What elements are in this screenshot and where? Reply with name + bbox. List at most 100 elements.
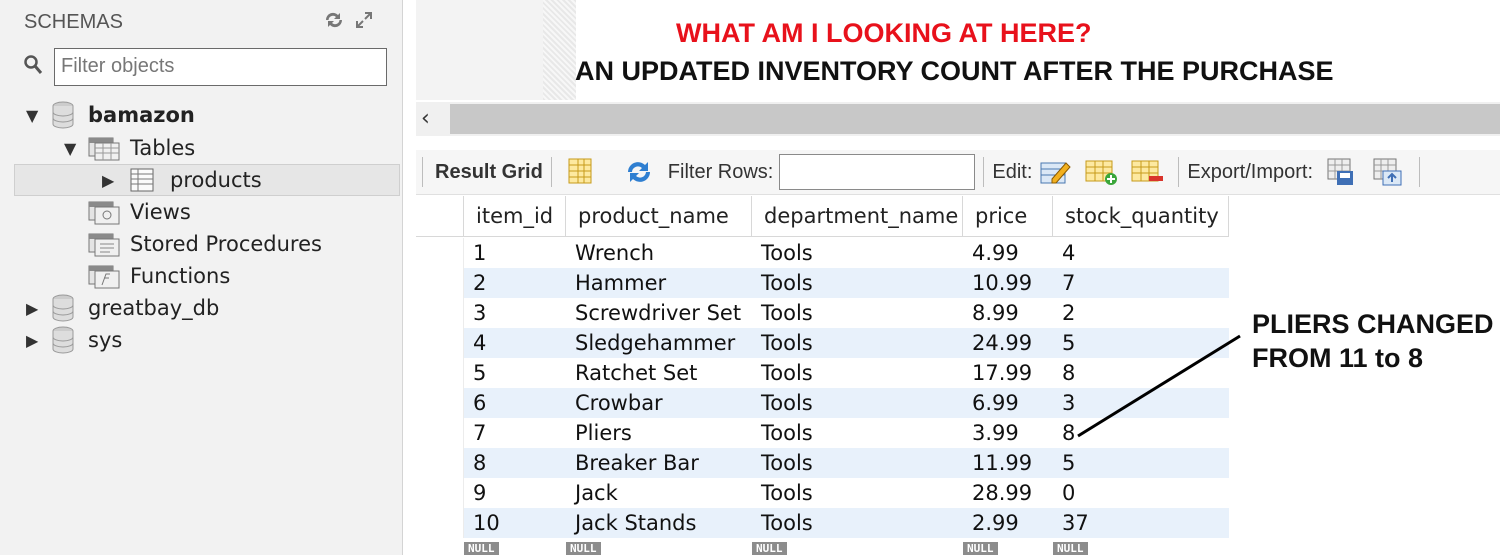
row-selector[interactable] — [416, 418, 464, 448]
cell-stock-quantity[interactable]: 8 — [1062, 361, 1076, 385]
table-row[interactable]: 4 Sledgehammer Tools 24.99 5 — [416, 328, 1229, 358]
tree-item-greatbay-db[interactable]: ▶ greatbay_db — [26, 293, 219, 323]
cell-price[interactable]: 8.99 — [972, 301, 1019, 325]
tree-item-stored-procedures[interactable]: Stored Procedures — [88, 229, 322, 259]
cell-price[interactable]: 4.99 — [972, 241, 1019, 265]
cell-product-name[interactable]: Pliers — [575, 421, 632, 445]
cell-item-id[interactable]: 10 — [464, 508, 566, 538]
table-row[interactable]: 10 Jack Stands Tools 2.99 37 — [416, 508, 1229, 538]
row-selector[interactable] — [416, 388, 464, 418]
cell-product-name[interactable]: Crowbar — [566, 388, 752, 418]
cell-item-id[interactable]: 7 — [473, 421, 487, 445]
cell-product-name[interactable]: Screwdriver Set — [575, 301, 742, 325]
cell-stock-quantity[interactable]: 4 — [1062, 241, 1076, 265]
cell-price[interactable]: 24.99 — [963, 328, 1053, 358]
cell-department-name[interactable]: Tools — [761, 301, 813, 325]
tree-item-sys[interactable]: ▶ sys — [26, 325, 122, 355]
cell-product-name[interactable]: Breaker Bar — [566, 448, 752, 478]
cell-department-name[interactable]: Tools — [761, 241, 813, 265]
collapse-triangle-icon[interactable]: ▼ — [64, 138, 77, 158]
filter-objects-input[interactable]: Filter objects — [54, 48, 387, 86]
column-header[interactable]: product_name — [566, 196, 752, 236]
table-row[interactable]: 5 Ratchet Set Tools 17.99 8 — [416, 358, 1229, 388]
table-row[interactable]: 6 Crowbar Tools 6.99 3 — [416, 388, 1229, 418]
tree-item-functions[interactable]: Functions — [88, 261, 230, 291]
cell-price[interactable]: 10.99 — [963, 268, 1053, 298]
refresh-schemas-icon[interactable] — [322, 10, 346, 35]
edit-row-icon[interactable] — [1038, 157, 1072, 187]
cell-department-name[interactable]: Tools — [752, 328, 963, 358]
table-row[interactable]: 1 Wrench Tools 4.99 4 — [416, 238, 1229, 268]
cell-department-name[interactable]: Tools — [752, 388, 963, 418]
expand-triangle-icon[interactable]: ▶ — [26, 298, 39, 318]
result-grid-tab[interactable]: Result Grid — [435, 160, 543, 183]
cell-product-name[interactable]: Sledgehammer — [566, 328, 752, 358]
cell-stock-quantity[interactable]: 37 — [1053, 508, 1229, 538]
table-row[interactable]: 7 Pliers Tools 3.99 8 — [416, 418, 1229, 448]
column-header[interactable]: stock_quantity — [1053, 196, 1229, 236]
table-row[interactable]: 2 Hammer Tools 10.99 7 — [416, 268, 1229, 298]
cell-department-name[interactable]: Tools — [752, 508, 963, 538]
cell-price[interactable]: 28.99 — [972, 481, 1033, 505]
cell-stock-quantity[interactable]: 8 — [1062, 421, 1076, 445]
cell-item-id[interactable]: 3 — [473, 301, 487, 325]
cell-stock-quantity[interactable]: 5 — [1053, 328, 1229, 358]
delete-row-icon[interactable] — [1130, 157, 1164, 187]
tree-item-bamazon[interactable]: ▼ bamazon — [26, 100, 195, 130]
grid-layout-icon[interactable] — [566, 157, 594, 187]
tree-item-tables[interactable]: ▼ Tables — [64, 133, 195, 163]
cell-product-name[interactable]: Jack — [575, 481, 618, 505]
column-header[interactable]: price — [963, 196, 1053, 236]
row-selector[interactable] — [416, 268, 464, 298]
tree-item-views[interactable]: Views — [88, 197, 191, 227]
add-row-icon[interactable] — [1084, 157, 1118, 187]
cell-item-id[interactable]: 2 — [464, 268, 566, 298]
cell-stock-quantity[interactable]: 3 — [1053, 388, 1229, 418]
row-selector[interactable] — [416, 358, 464, 388]
cell-product-name[interactable]: Wrench — [575, 241, 655, 265]
refresh-icon[interactable] — [622, 157, 656, 187]
cell-department-name[interactable]: Tools — [752, 268, 963, 298]
cell-item-id[interactable]: 6 — [464, 388, 566, 418]
row-selector[interactable] — [416, 448, 464, 478]
expand-panel-icon[interactable] — [354, 10, 374, 35]
cell-price[interactable]: 2.99 — [963, 508, 1053, 538]
cell-stock-quantity[interactable]: 7 — [1053, 268, 1229, 298]
column-header[interactable]: item_id — [464, 196, 566, 236]
filter-rows-input[interactable] — [779, 154, 976, 190]
expand-triangle-icon[interactable]: ▶ — [102, 170, 115, 190]
export-icon[interactable] — [1325, 157, 1359, 187]
cell-price[interactable]: 6.99 — [963, 388, 1053, 418]
column-header[interactable]: department_name — [752, 196, 963, 236]
cell-department-name[interactable]: Tools — [761, 361, 813, 385]
new-row-placeholder[interactable]: NULL NULL NULL NULL NULL — [416, 537, 1229, 555]
row-selector[interactable] — [416, 238, 464, 268]
collapse-triangle-icon[interactable]: ▼ — [26, 105, 39, 125]
cell-stock-quantity[interactable]: 2 — [1062, 301, 1076, 325]
row-selector[interactable] — [416, 508, 464, 538]
row-selector[interactable] — [416, 298, 464, 328]
cell-item-id[interactable]: 4 — [464, 328, 566, 358]
cell-stock-quantity[interactable]: 5 — [1053, 448, 1229, 478]
cell-item-id[interactable]: 9 — [473, 481, 487, 505]
chevron-left-icon[interactable]: ‹ — [421, 106, 430, 131]
cell-product-name[interactable]: Hammer — [566, 268, 752, 298]
expand-triangle-icon[interactable]: ▶ — [26, 330, 39, 350]
cell-department-name[interactable]: Tools — [752, 448, 963, 478]
table-row[interactable]: 3 Screwdriver Set Tools 8.99 2 — [416, 298, 1229, 328]
cell-product-name[interactable]: Ratchet Set — [575, 361, 698, 385]
row-selector[interactable] — [416, 328, 464, 358]
cell-item-id[interactable]: 8 — [464, 448, 566, 478]
tree-item-products[interactable]: ▶ products — [102, 165, 262, 195]
table-row[interactable]: 8 Breaker Bar Tools 11.99 5 — [416, 448, 1229, 478]
cell-price[interactable]: 17.99 — [972, 361, 1033, 385]
import-icon[interactable] — [1371, 157, 1405, 187]
cell-stock-quantity[interactable]: 0 — [1062, 481, 1076, 505]
cell-price[interactable]: 11.99 — [963, 448, 1053, 478]
cell-department-name[interactable]: Tools — [761, 421, 813, 445]
cell-price[interactable]: 3.99 — [972, 421, 1019, 445]
cell-item-id[interactable]: 1 — [473, 241, 487, 265]
tree-item-products-selected[interactable] — [14, 164, 400, 196]
row-selector[interactable] — [416, 478, 464, 508]
cell-product-name[interactable]: Jack Stands — [566, 508, 752, 538]
